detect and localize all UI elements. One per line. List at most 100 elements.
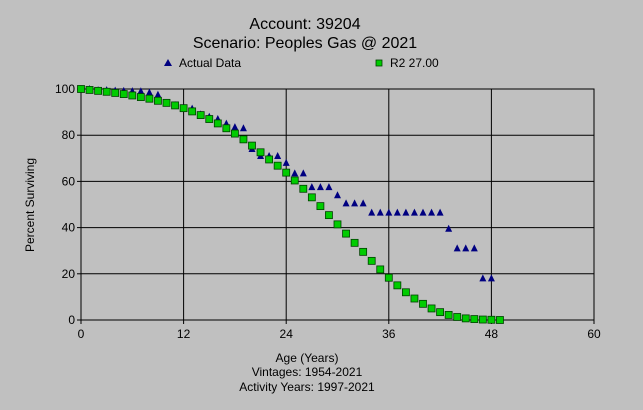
actual-data-point [316, 183, 324, 191]
r2-curve-point [444, 311, 453, 319]
y-tick-label: 40 [62, 221, 76, 235]
actual-data-point [453, 244, 461, 252]
actual-data-point [145, 88, 153, 96]
r2-curve-point [307, 193, 316, 202]
r2-curve-point [401, 288, 410, 297]
r2-curve-point [478, 315, 487, 324]
r2-curve-point [205, 115, 214, 123]
actual-data-point [282, 158, 290, 166]
r2-curve-point [461, 314, 470, 323]
r2-curve-point [162, 98, 171, 107]
legend-marker-actual-data [164, 59, 172, 66]
actual-data-point [436, 208, 444, 216]
y-axis-label: Percent Surviving [23, 158, 37, 252]
actual-data-point [419, 208, 427, 216]
y-tick-label: 80 [62, 128, 76, 142]
actual-data-point [393, 208, 401, 216]
legend-label-r2-curve: R2 27.00 [390, 56, 439, 70]
actual-data-point [376, 208, 384, 216]
y-tick-label: 100 [55, 82, 75, 96]
r2-curve-point [222, 124, 231, 133]
r2-curve-point [350, 238, 359, 247]
r2-curve-point [419, 299, 427, 308]
plot-area [80, 88, 595, 321]
actual-data-point [274, 151, 282, 159]
r2-curve-point [290, 176, 299, 185]
actual-data-point [470, 244, 478, 252]
plot-border [80, 88, 595, 321]
r2-curve-point [256, 148, 265, 157]
r2-curve-point [94, 86, 102, 95]
actual-data-point [410, 208, 418, 216]
y-tick-label: 20 [62, 267, 76, 281]
r2-curve-point [325, 211, 333, 220]
actual-data-point [445, 224, 453, 232]
actual-data-point [462, 244, 470, 252]
footer-vintages: Vintages: 1954-2021 [252, 365, 363, 379]
r2-curve-point [342, 229, 350, 238]
r2-curve-point [273, 161, 282, 170]
r2-curve-point [154, 96, 162, 105]
r2-curve-point [171, 101, 179, 110]
actual-data-point [351, 199, 359, 207]
y-axis-ticks: 0 20 40 60 80 100 [55, 82, 81, 327]
r2-curve-point [119, 90, 128, 98]
r2-curve-point [213, 119, 222, 128]
r2-curve-point [136, 93, 145, 101]
actual-data-point [231, 123, 239, 131]
actual-data-point [154, 90, 162, 98]
chart-title-line-1: Account: 39204 [249, 16, 360, 33]
r2-curve-point [230, 129, 239, 138]
r2-curve-point [470, 315, 479, 323]
r2-curve-point [128, 91, 137, 100]
r2-curve-point [299, 184, 308, 193]
x-axis-label: Age (Years) [276, 351, 339, 365]
r2-curve-point [179, 104, 188, 113]
actual-data-point [334, 191, 341, 199]
legend: Actual Data R2 27.00 [164, 56, 439, 70]
actual-data-point [368, 208, 376, 216]
actual-data-point [308, 183, 316, 191]
x-tick-label: 0 [78, 327, 85, 341]
actual-data-point [385, 208, 393, 216]
x-tick-label: 48 [485, 327, 499, 341]
actual-data-point [359, 199, 367, 207]
actual-data-point [402, 208, 410, 216]
chart-title: Account: 39204 Scenario: Peoples Gas @ 2… [193, 16, 417, 52]
r2-curve-point [367, 256, 376, 265]
actual-data-point [325, 183, 333, 191]
actual-data-point [239, 124, 247, 132]
actual-data-point [291, 169, 299, 177]
y-tick-label: 60 [62, 174, 76, 188]
r2-curve-point [248, 141, 256, 150]
r2-curve-point [359, 247, 368, 256]
r2-curve-point [77, 85, 85, 93]
x-tick-label: 24 [280, 327, 294, 341]
gridlines [81, 89, 594, 320]
x-axis-ticks: 0 12 24 36 48 60 [78, 320, 601, 341]
actual-data-point [299, 169, 307, 177]
actual-data-point [137, 87, 145, 95]
r2-curve-point [393, 281, 402, 290]
x-tick-label: 36 [382, 327, 396, 341]
r2-curve-point [436, 308, 445, 317]
footer-activity-years: Activity Years: 1997-2021 [239, 380, 375, 394]
r2-curve-point [453, 313, 462, 321]
chart-footer: Vintages: 1954-2021 Activity Years: 1997… [239, 365, 375, 394]
chart-title-line-2: Scenario: Peoples Gas @ 2021 [193, 35, 417, 52]
r2-curve-point [111, 89, 120, 97]
x-tick-label: 60 [587, 327, 601, 341]
r2-curve-point [265, 155, 274, 164]
r2-curve-point [410, 294, 419, 303]
r2-curve-point [188, 107, 197, 116]
r2-curve-point [196, 111, 205, 120]
r2-curve-point [487, 315, 496, 324]
series-r2-curve [77, 85, 504, 324]
actual-data-point [342, 199, 350, 207]
r2-curve-point [282, 168, 291, 177]
r2-curve-point [102, 87, 111, 96]
r2-curve-point [384, 273, 393, 282]
legend-marker-r2-curve [375, 59, 383, 67]
actual-data-point [428, 208, 436, 216]
r2-curve-point [316, 202, 325, 211]
